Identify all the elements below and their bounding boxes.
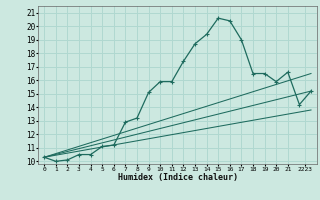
- X-axis label: Humidex (Indice chaleur): Humidex (Indice chaleur): [118, 173, 238, 182]
